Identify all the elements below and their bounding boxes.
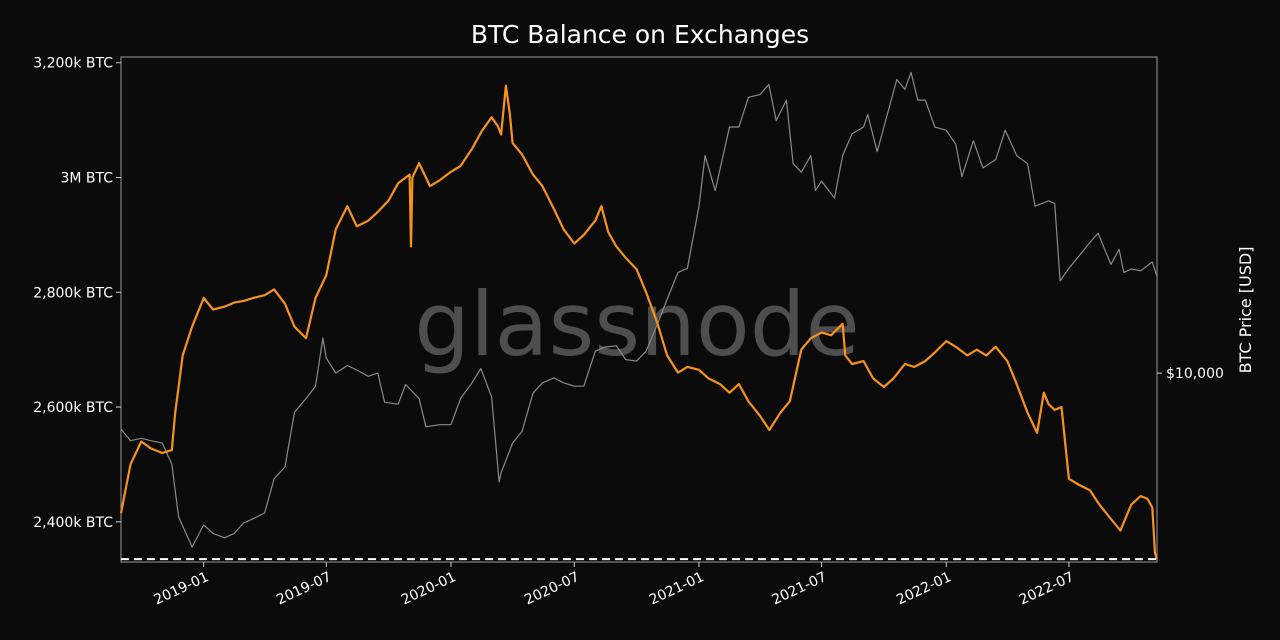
y-left-tick-label: 3,200k BTC <box>33 56 113 72</box>
y-right-tick-label: $10,000 <box>1166 366 1224 382</box>
y-left-tick-label: 3M BTC <box>60 171 113 187</box>
y-axis-left: 2,400k BTC 2,600k BTC 2,800k BTC 3M BTC 3,20… <box>33 56 121 531</box>
watermark-logo-text: glassnode <box>414 273 860 376</box>
series-layer <box>119 71 1159 560</box>
y2-axis-label: BTC Price [USD] <box>1236 247 1255 374</box>
y-left-tick-label: 2,600k BTC <box>33 400 113 416</box>
y-left-tick-label: 2,800k BTC <box>33 285 113 301</box>
chart-title: BTC Balance on Exchanges <box>471 20 809 49</box>
y-axis-right: $10,000 <box>1157 366 1224 382</box>
plot-area-frame <box>120 56 1158 563</box>
balance-series-line <box>119 84 1159 560</box>
y-left-tick-label: 2,400k BTC <box>33 515 113 531</box>
price-series-line <box>120 71 1158 548</box>
